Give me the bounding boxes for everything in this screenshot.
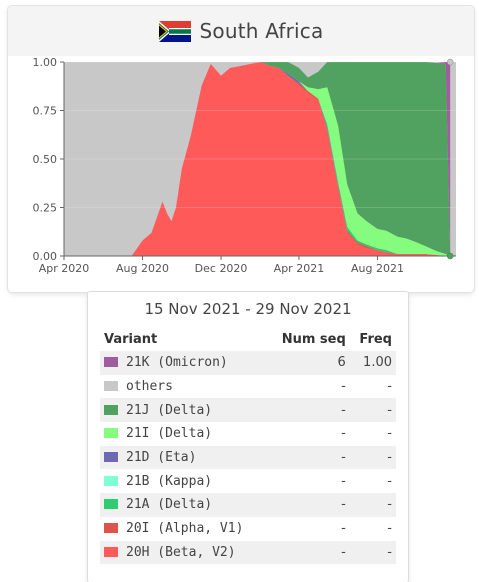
tooltip-row: 21B (Kappa) - - xyxy=(100,469,396,493)
color-swatch xyxy=(104,404,118,415)
variant-cell: 21K (Omicron) xyxy=(100,351,268,375)
x-tick-label: Apr 2021 xyxy=(274,262,325,275)
variant-cell: 21I (Delta) xyxy=(100,422,268,446)
tooltip-row: 20I (Alpha, V1) - - xyxy=(100,517,396,541)
variant-cell: others xyxy=(100,375,268,399)
tooltip-row: 21A (Delta) - - xyxy=(100,493,396,517)
num-seq-cell: - xyxy=(267,398,350,423)
area-20h-beta-v2 xyxy=(64,62,451,256)
num-seq-cell: - xyxy=(267,493,350,517)
x-tick-label: Dec 2020 xyxy=(195,262,248,275)
num-seq-cell: - xyxy=(267,445,350,470)
tooltip-row: 21J (Delta) - - xyxy=(100,398,396,423)
hover-marker-bottom xyxy=(446,252,454,260)
variant-name: 21K (Omicron) xyxy=(126,355,228,371)
color-swatch xyxy=(104,475,118,486)
area-21j-delta xyxy=(64,62,451,256)
tooltip-row: others - - xyxy=(100,375,396,399)
color-swatch xyxy=(104,357,118,368)
variant-cell: 21J (Delta) xyxy=(100,398,268,423)
tooltip-row: 21I (Delta) - - xyxy=(100,422,396,446)
num-seq-cell: 6 xyxy=(267,351,350,375)
header-freq: Freq xyxy=(359,332,392,347)
color-swatch xyxy=(104,452,118,463)
variant-cell: 21A (Delta) xyxy=(100,493,268,517)
color-swatch xyxy=(104,523,118,534)
variant-cell: 20H (Beta, V2) xyxy=(100,540,268,565)
chart-tooltip: 15 Nov 2021 - 29 Nov 2021 Variant Num se… xyxy=(88,292,408,582)
freq-cell: - xyxy=(387,426,392,442)
y-tick-label: 0.75 xyxy=(33,105,58,118)
variant-name: others xyxy=(126,379,173,395)
freq-cell: 1.00 xyxy=(349,351,396,375)
variant-frequency-chart[interactable]: 0.00 0.25 0.50 0.75 1.00 Apr 2020 Aug 2020 Dec … xyxy=(8,6,474,292)
tooltip-header-row: Variant Num seq Freq xyxy=(100,328,396,351)
variant-cell: 20I (Alpha, V1) xyxy=(100,517,268,541)
tooltip-date-range: 15 Nov 2021 - 29 Nov 2021 xyxy=(144,300,352,318)
variant-cell: 21D (Eta) xyxy=(100,445,268,470)
variant-name: 21A (Delta) xyxy=(126,497,213,513)
freq-cell: - xyxy=(387,521,392,537)
variant-name: 21B (Kappa) xyxy=(126,473,213,489)
num-seq-cell: - xyxy=(341,426,346,442)
num-seq-cell: - xyxy=(341,379,346,395)
tooltip-rows: 21K (Omicron) 6 1.00 others - -21J (Delta) - -2… xyxy=(100,351,396,565)
country-chart-card: South Africa 0.00 0.25 0.50 0.75 1.00 Apr 202… xyxy=(8,6,474,292)
south-africa-flag-icon xyxy=(158,20,191,42)
color-swatch xyxy=(104,428,118,439)
freq-cell: - xyxy=(349,445,396,470)
area-21i-delta xyxy=(64,62,451,256)
y-tick-label: 0.50 xyxy=(33,153,58,166)
header-variant: Variant xyxy=(104,332,158,347)
color-swatch xyxy=(104,381,118,392)
variant-name: 20H (Beta, V2) xyxy=(126,544,236,560)
color-swatch xyxy=(104,499,118,510)
y-tick-label: 1.00 xyxy=(33,56,58,69)
variant-name: 21J (Delta) xyxy=(126,402,213,418)
hover-marker-top xyxy=(446,58,454,66)
variant-name: 20I (Alpha, V1) xyxy=(126,521,244,537)
freq-cell: - xyxy=(349,398,396,423)
y-tick-label: 0.00 xyxy=(33,250,58,263)
country-title: South Africa xyxy=(199,19,324,43)
card-header: South Africa xyxy=(8,6,474,56)
tooltip-row: 21K (Omicron) 6 1.00 xyxy=(100,351,396,375)
tooltip-row: 20H (Beta, V2) - - xyxy=(100,540,396,565)
num-seq-cell: - xyxy=(267,540,350,565)
num-seq-cell: - xyxy=(341,521,346,537)
freq-cell: - xyxy=(387,473,392,489)
num-seq-cell: - xyxy=(341,473,346,489)
variant-cell: 21B (Kappa) xyxy=(100,469,268,493)
freq-cell: - xyxy=(349,493,396,517)
y-tick-label: 0.25 xyxy=(33,202,58,215)
tooltip-row: 21D (Eta) - - xyxy=(100,445,396,470)
color-swatch xyxy=(104,546,118,557)
header-num-seq: Num seq xyxy=(281,332,346,347)
x-tick-label: Aug 2021 xyxy=(351,262,404,275)
variant-name: 21D (Eta) xyxy=(126,450,197,466)
freq-cell: - xyxy=(349,540,396,565)
x-tick-label: Apr 2020 xyxy=(39,262,90,275)
variant-name: 21I (Delta) xyxy=(126,426,213,442)
tooltip-table: Variant Num seq Freq 21K (Omicron) 6 1.00 o… xyxy=(100,328,396,565)
freq-cell: - xyxy=(387,379,392,395)
x-tick-label: Aug 2020 xyxy=(116,262,169,275)
